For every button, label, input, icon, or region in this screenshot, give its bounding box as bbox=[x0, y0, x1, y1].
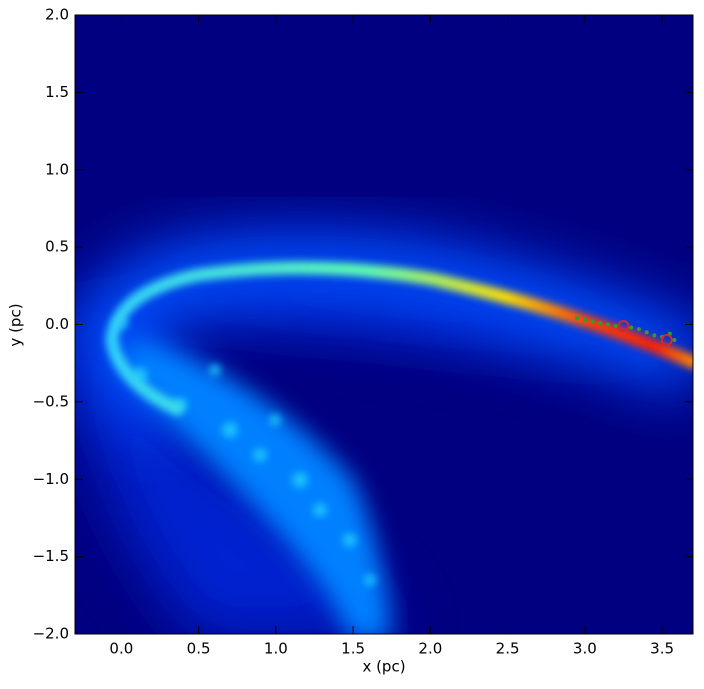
y-tick-label: −2.0 bbox=[33, 625, 69, 643]
marker-dot bbox=[598, 320, 603, 325]
marker-dot bbox=[672, 337, 677, 342]
marker-dot bbox=[652, 333, 657, 338]
y-tick-label: −0.5 bbox=[33, 392, 69, 410]
marker-dot bbox=[644, 330, 649, 335]
marker-dot bbox=[575, 316, 580, 321]
y-tick-label: 2.0 bbox=[45, 6, 69, 24]
y-tick-label: 0.0 bbox=[45, 315, 69, 333]
y-tick-label: 1.0 bbox=[45, 160, 69, 178]
y-tick-label: 1.5 bbox=[45, 83, 69, 101]
density-image bbox=[75, 15, 693, 634]
marker-dot bbox=[582, 317, 587, 322]
marker-ring bbox=[617, 320, 630, 333]
x-tick-label: 1.0 bbox=[264, 640, 288, 658]
x-tick-label: 2.5 bbox=[496, 640, 520, 658]
y-tick-label: −1.0 bbox=[33, 470, 69, 488]
x-axis-label: x (pc) bbox=[362, 658, 405, 676]
marker-dot bbox=[613, 324, 618, 329]
marker-dot bbox=[629, 325, 634, 330]
marker-ring bbox=[660, 333, 673, 346]
y-tick-label: −1.5 bbox=[33, 547, 69, 565]
marker-dot bbox=[590, 319, 595, 324]
x-tick-label: 1.5 bbox=[341, 640, 365, 658]
y-tick-label: 0.5 bbox=[45, 238, 69, 256]
x-tick-label: 2.0 bbox=[418, 640, 442, 658]
x-tick-label: 3.5 bbox=[650, 640, 674, 658]
x-tick-label: 0.0 bbox=[109, 640, 133, 658]
markers bbox=[575, 316, 677, 346]
marker-dot bbox=[636, 327, 641, 332]
x-tick-label: 3.0 bbox=[573, 640, 597, 658]
marker-dot bbox=[606, 322, 611, 327]
y-axis-label: y (pc) bbox=[7, 303, 25, 346]
x-tick-label: 0.5 bbox=[187, 640, 211, 658]
